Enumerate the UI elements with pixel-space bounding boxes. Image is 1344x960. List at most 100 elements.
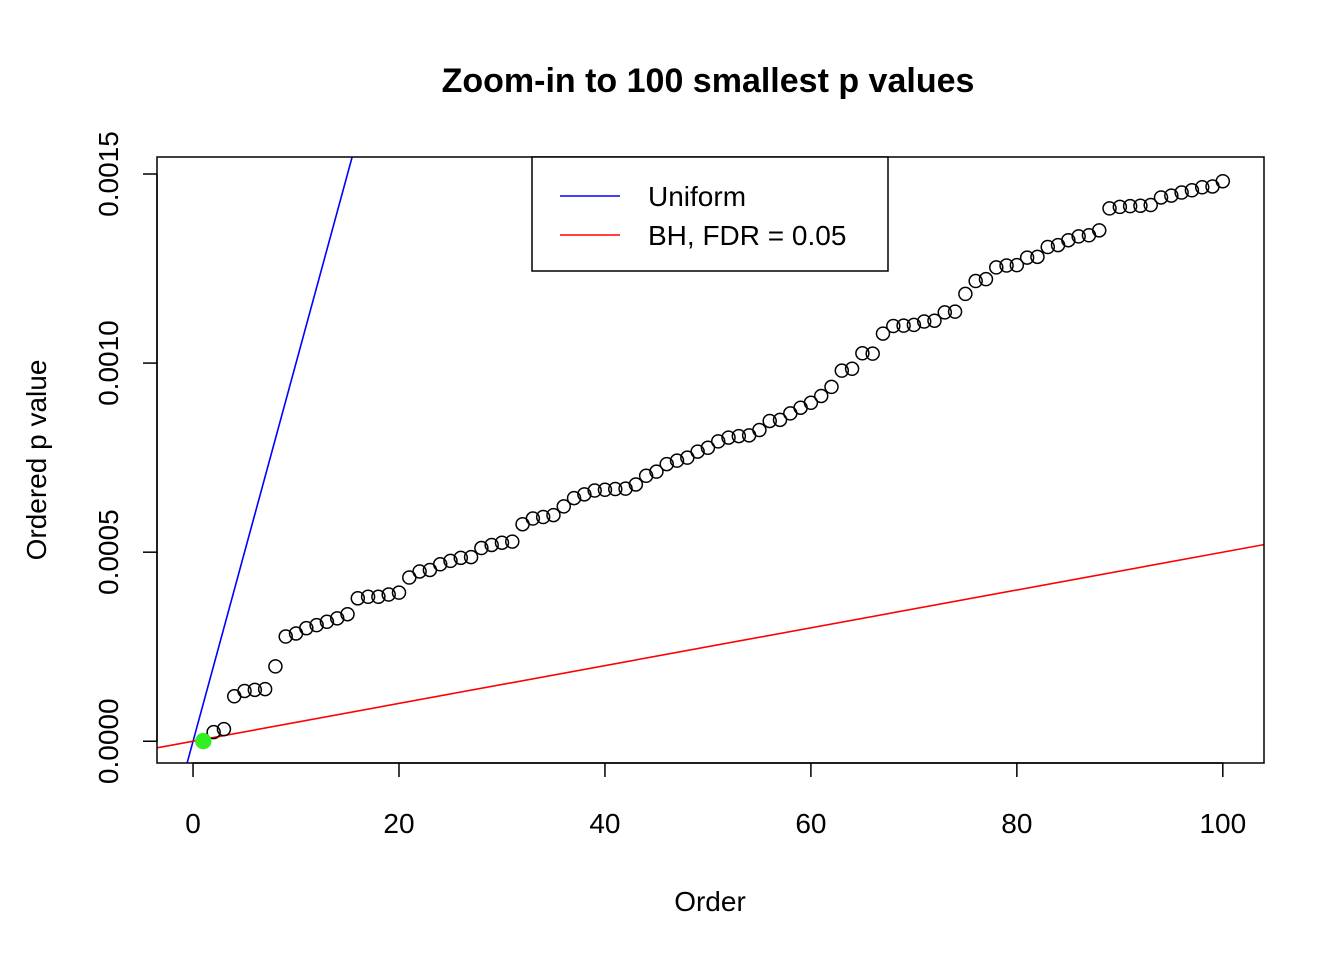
data-point [247,682,263,698]
data-point [968,273,983,289]
data-point [474,540,489,556]
data-point [216,721,232,737]
x-tick-label: 100 [1199,808,1246,839]
data-point [916,314,932,329]
data-point [999,258,1014,273]
y-tick-label: 0.0000 [93,698,124,784]
data-point [453,550,469,566]
data-point [628,477,644,492]
data-point [989,260,1004,275]
highlighted-point [195,732,212,750]
data-point [607,481,623,497]
data-point [947,304,963,319]
data-point [463,549,479,565]
data-point [844,361,860,377]
data-point [1153,190,1169,205]
data-point [597,482,613,498]
data-point [268,659,283,674]
data-point [855,346,870,361]
data-point [1194,180,1210,195]
data-point [350,591,366,606]
data-point [566,490,582,506]
data-point [371,589,386,605]
data-points [195,173,1231,750]
data-point [1133,198,1148,214]
legend-label-bh: BH, FDR = 0.05 [648,220,846,251]
reference-line-1 [157,543,1264,749]
data-point [484,537,499,553]
data-point [772,412,788,428]
data-point [762,413,777,429]
data-point [587,483,602,498]
data-point [1174,185,1189,200]
data-point [577,487,592,502]
data-point [978,271,994,287]
data-point [1030,249,1045,265]
legend-box [531,156,889,272]
data-point [906,317,922,333]
data-point [494,535,510,550]
data-point [710,434,726,449]
data-point [958,286,973,302]
data-point [278,629,293,644]
data-point [340,606,355,622]
data-point [1040,239,1055,255]
chart-title: Zoom-in to 100 smallest p values [442,62,975,100]
data-point [721,430,736,445]
data-point [1071,229,1086,244]
x-axis-label: Order [674,886,746,917]
data-point [1143,197,1158,213]
data-point [618,481,633,496]
data-point [505,534,520,549]
data-point [886,318,901,334]
data-point [443,553,458,569]
x-tick-label: 60 [795,808,826,839]
data-point [803,395,819,411]
data-point [824,379,839,395]
data-point [865,346,880,361]
y-tick-label: 0.0015 [93,131,124,217]
data-point [1164,188,1179,203]
data-point [319,614,335,630]
x-tick-label: 0 [185,808,201,839]
x-tick-label: 40 [589,808,620,839]
data-point [535,509,551,525]
data-point [1122,198,1138,214]
data-point [659,456,674,472]
data-point [690,444,705,459]
data-point [927,313,942,328]
data-point [432,557,448,572]
data-point [1091,223,1107,238]
data-point [700,440,716,456]
data-point [813,388,829,404]
x-tick-label: 20 [383,808,414,839]
data-point [309,617,324,633]
legend: Uniform BH, FDR = 0.05 [531,156,889,272]
data-point [1215,173,1231,189]
y-tick-label: 0.0005 [93,509,124,595]
data-point [525,511,541,526]
data-point [649,464,664,479]
data-point [1019,250,1035,265]
data-point [381,587,396,602]
y-axis-label: Ordered p value [21,360,52,561]
reference-line-0 [186,157,353,763]
data-point [257,681,273,697]
data-point [1184,183,1200,198]
data-point [1061,232,1076,248]
data-point [834,363,850,378]
data-point [875,326,891,341]
legend-label-uniform: Uniform [648,181,746,212]
data-point [896,318,911,333]
data-point [1009,257,1025,273]
data-point [329,611,345,626]
data-point [731,428,747,444]
data-point [937,305,953,320]
reference-lines [157,157,1264,763]
y-axis: 0.0000 0.0005 0.0010 0.0015 [93,131,158,784]
data-point [556,499,572,514]
data-point [546,507,561,523]
data-point [391,585,407,600]
x-tick-label: 80 [1001,808,1032,839]
